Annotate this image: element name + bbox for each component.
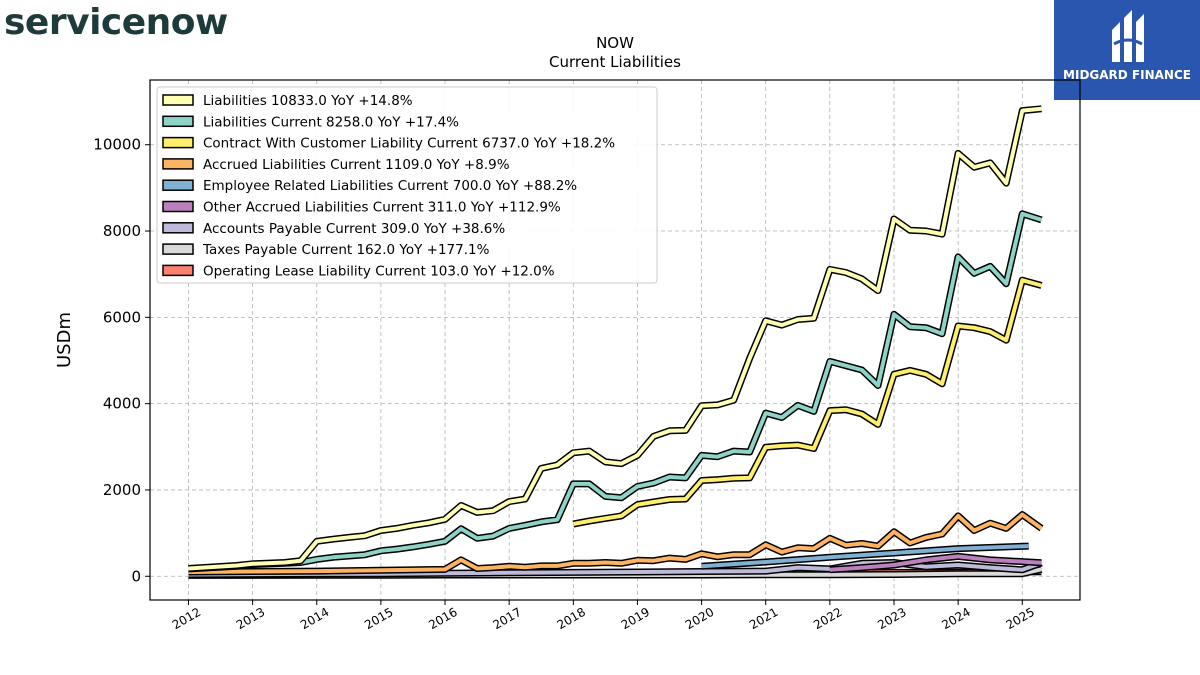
series-line [188, 211, 1043, 571]
x-tick-label: 2021 [747, 605, 780, 632]
series-liabilities-current [188, 210, 1043, 573]
legend: Liabilities 10833.0 YoY +14.8% Liabilitie… [156, 86, 658, 284]
x-tick-label: 2018 [555, 605, 588, 632]
series-line [188, 512, 1043, 574]
legend-label: Other Accrued Liabilities Current 311.0 … [203, 200, 561, 216]
series-line [188, 106, 1042, 571]
legend-item: Liabilities 10833.0 YoY +14.8% [162, 93, 413, 109]
legend-swatch [162, 94, 194, 106]
legend-item: Accrued Liabilities Current 1109.0 YoY +… [162, 157, 510, 173]
legend-item: Accounts Payable Current 309.0 YoY +38.6… [162, 221, 505, 237]
servicenow-logo: servicenow [4, 2, 228, 43]
legend-swatch [162, 200, 194, 213]
legend-item: Employee Related Liabilities Current 700… [162, 178, 577, 194]
legend-label: Contract With Customer Liability Current… [203, 136, 615, 152]
x-tick-label: 2013 [234, 605, 267, 632]
legend-box [156, 86, 658, 284]
legend-swatch [162, 264, 194, 277]
y-tick-label: 6000 [103, 308, 141, 326]
series-line [829, 554, 1042, 572]
series-line [701, 544, 1029, 569]
x-tick-label: 2017 [490, 605, 523, 632]
legend-swatch [162, 222, 194, 234]
legend-label: Operating Lease Liability Current 103.0 … [203, 263, 555, 279]
y-tick-label: 10000 [93, 136, 141, 154]
x-tick-label: 2019 [619, 605, 652, 632]
legend-swatch [162, 158, 194, 170]
y-tick-label: 2000 [103, 481, 141, 499]
x-tick-label: 2022 [811, 605, 844, 632]
legend-swatch [162, 179, 194, 191]
x-tick-label: 2020 [683, 605, 716, 632]
legend-item: Other Accrued Liabilities Current 311.0 … [162, 200, 561, 216]
legend-swatch [162, 243, 194, 255]
x-tick-label: 2015 [362, 605, 395, 632]
y-axis-label: USDm [54, 312, 75, 368]
legend-item: Liabilities Current 8258.0 YoY +17.4% [162, 114, 459, 130]
series-other-accrued-liabilities-current [829, 552, 1042, 574]
legend-label: Liabilities Current 8258.0 YoY +17.4% [203, 114, 459, 130]
y-tick-label: 8000 [103, 222, 141, 240]
series-employee-related-liabilities-current [701, 542, 1029, 570]
chart-subtitle: Current Liabilities [549, 53, 681, 71]
legend-item: Taxes Payable Current 162.0 YoY +177.1% [162, 242, 490, 258]
midgard-brand-text: MIDGARD FINANCE [1063, 68, 1191, 82]
series-liabilities [188, 105, 1042, 572]
y-tick-label: 4000 [103, 395, 141, 413]
x-tick-label: 2012 [170, 605, 203, 632]
legend-item: Contract With Customer Liability Current… [162, 136, 615, 152]
legend-label: Liabilities 10833.0 YoY +14.8% [203, 93, 413, 109]
series-lines [188, 105, 1044, 579]
chart-title: NOW [596, 34, 634, 52]
midgard-finance-logo: MIDGARD FINANCE [1054, 0, 1200, 100]
x-tick-label: 2023 [875, 605, 908, 632]
legend-label: Accrued Liabilities Current 1109.0 YoY +… [203, 157, 510, 173]
series-contract-with-customer-liability-current [572, 276, 1043, 528]
y-tick-label: 0 [131, 567, 141, 585]
legend-label: Employee Related Liabilities Current 700… [203, 178, 577, 194]
series-accrued-liabilities-current [188, 511, 1044, 576]
legend-label: Taxes Payable Current 162.0 YoY +177.1% [202, 242, 490, 258]
legend-item: Operating Lease Liability Current 103.0 … [162, 263, 555, 279]
plot-frame [149, 79, 1081, 601]
x-tick-label: 2024 [939, 605, 972, 632]
midgard-emblem-icon [1112, 10, 1144, 62]
legend-label: Accounts Payable Current 309.0 YoY +38.6… [203, 221, 505, 237]
legend-swatch [162, 136, 194, 149]
series-line [572, 278, 1043, 526]
x-tick-label: 2016 [426, 605, 459, 632]
x-tick-label: 2025 [1004, 605, 1037, 632]
x-tick-label: 2014 [298, 605, 331, 632]
legend-swatch [162, 115, 194, 128]
